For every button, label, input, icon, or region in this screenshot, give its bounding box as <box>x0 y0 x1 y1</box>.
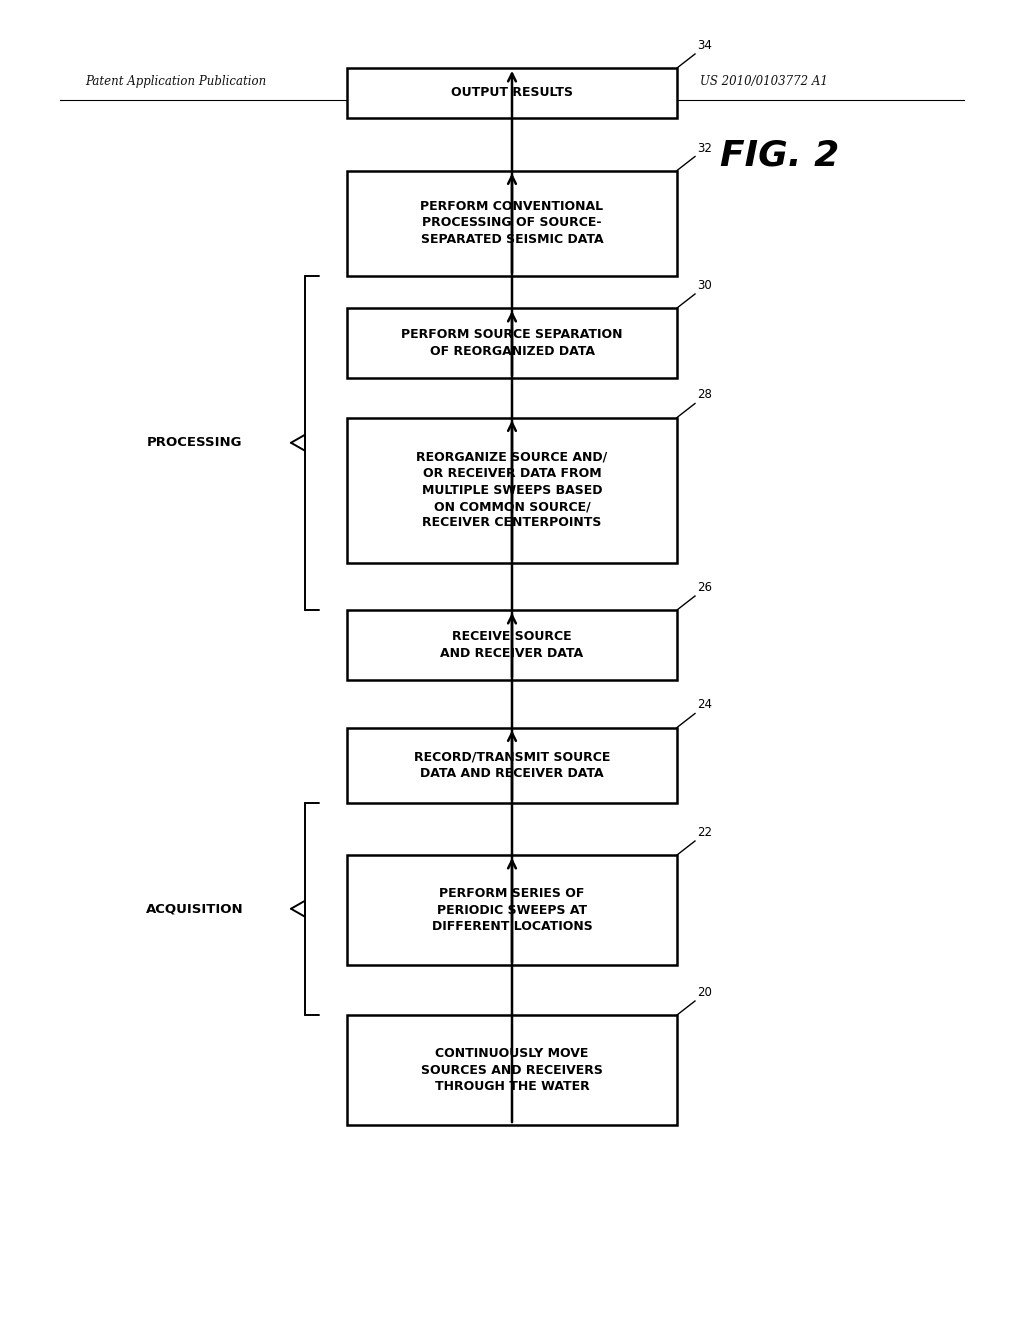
Text: REORGANIZE SOURCE AND/
OR RECEIVER DATA FROM
MULTIPLE SWEEPS BASED
ON COMMON SOU: REORGANIZE SOURCE AND/ OR RECEIVER DATA … <box>417 450 607 529</box>
Bar <box>347 855 677 965</box>
Text: RECEIVE SOURCE
AND RECEIVER DATA: RECEIVE SOURCE AND RECEIVER DATA <box>440 630 584 660</box>
Bar <box>347 1015 677 1125</box>
Text: Patent Application Publication: Patent Application Publication <box>85 75 266 88</box>
Text: 26: 26 <box>697 581 712 594</box>
Bar <box>347 69 677 117</box>
Text: FIG. 2: FIG. 2 <box>720 139 840 172</box>
Text: 20: 20 <box>697 986 712 999</box>
Text: OUTPUT RESULTS: OUTPUT RESULTS <box>451 87 573 99</box>
Text: ACQUISITION: ACQUISITION <box>146 903 244 915</box>
Text: 28: 28 <box>697 388 712 401</box>
Text: 30: 30 <box>697 279 712 292</box>
Text: US 2010/0103772 A1: US 2010/0103772 A1 <box>700 75 827 88</box>
Text: CONTINUOUSLY MOVE
SOURCES AND RECEIVERS
THROUGH THE WATER: CONTINUOUSLY MOVE SOURCES AND RECEIVERS … <box>421 1047 603 1093</box>
Text: PERFORM SOURCE SEPARATION
OF REORGANIZED DATA: PERFORM SOURCE SEPARATION OF REORGANIZED… <box>401 329 623 358</box>
Text: Apr. 29, 2010  Sheet 2 of 5: Apr. 29, 2010 Sheet 2 of 5 <box>368 75 528 88</box>
Text: 34: 34 <box>697 40 712 51</box>
Bar <box>347 610 677 680</box>
Bar <box>347 308 677 378</box>
Text: 24: 24 <box>697 698 712 711</box>
Text: PERFORM CONVENTIONAL
PROCESSING OF SOURCE-
SEPARATED SEISMIC DATA: PERFORM CONVENTIONAL PROCESSING OF SOURC… <box>421 201 603 246</box>
Text: RECORD/TRANSMIT SOURCE
DATA AND RECEIVER DATA: RECORD/TRANSMIT SOURCE DATA AND RECEIVER… <box>414 750 610 780</box>
Bar <box>347 170 677 276</box>
Text: PERFORM SERIES OF
PERIODIC SWEEPS AT
DIFFERENT LOCATIONS: PERFORM SERIES OF PERIODIC SWEEPS AT DIF… <box>432 887 592 933</box>
Bar <box>347 727 677 803</box>
Bar <box>347 417 677 562</box>
Text: PROCESSING: PROCESSING <box>147 436 243 449</box>
Text: 32: 32 <box>697 141 712 154</box>
Text: 22: 22 <box>697 826 712 840</box>
